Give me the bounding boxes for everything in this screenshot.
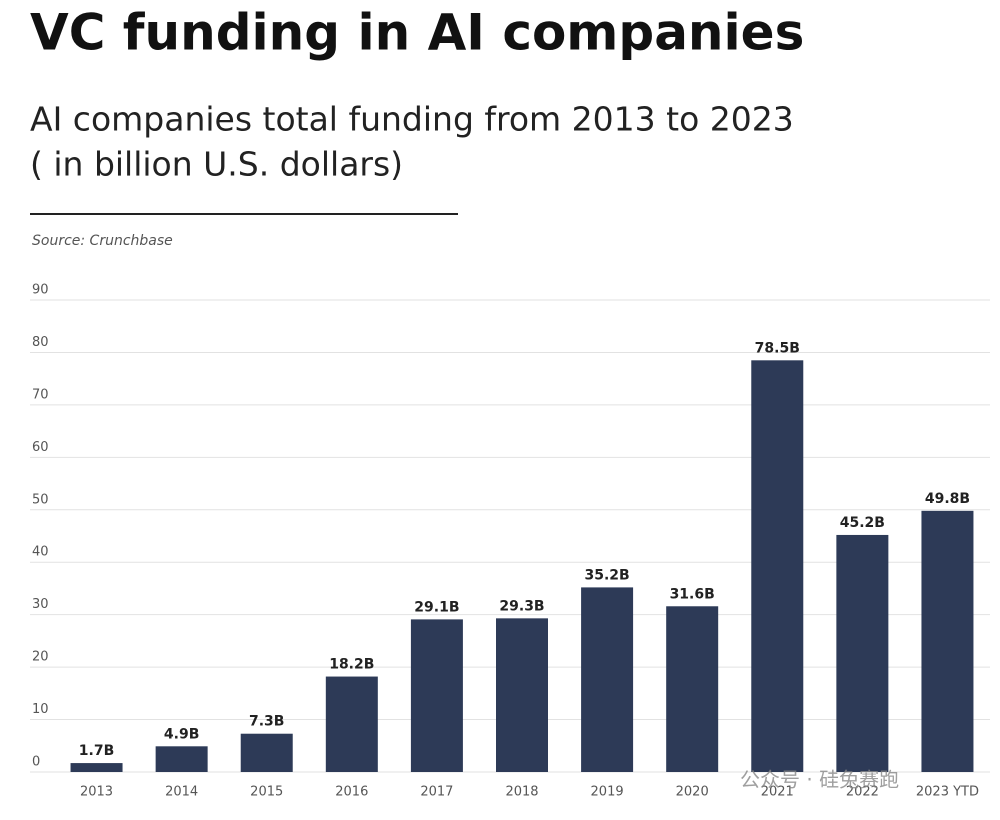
y-tick-label: 90 [32,283,49,298]
value-label: 7.3B [249,714,284,730]
x-tick-label: 2018 [505,785,538,800]
x-tick-label: 2019 [591,785,624,800]
x-tick-label: 2023 YTD [916,785,979,800]
bar [325,676,378,772]
value-label: 29.3B [499,598,544,614]
value-label: 4.9B [164,726,199,742]
bar [240,733,293,772]
bar [410,619,463,772]
value-label: 49.8B [925,491,970,507]
bar [155,746,208,772]
chart-subtitle: ( in billion U.S. dollars) [30,145,403,184]
chart-title: VC funding in AI companies [30,4,804,62]
x-tick-label: 2021 [761,785,794,800]
value-label: 18.2B [329,657,374,673]
value-label: 35.2B [584,567,629,583]
y-tick-label: 50 [32,492,49,507]
watermark: 公众号 · 硅兔赛跑 [740,768,899,792]
value-label: 31.6B [670,586,715,602]
y-tick-label: 40 [32,545,49,560]
chart-subtitle: AI companies total funding from 2013 to … [30,100,794,139]
y-tick-label: 80 [32,335,49,350]
x-tick-label: 2014 [165,785,198,800]
value-label: 1.7B [79,743,114,759]
bar [581,587,634,772]
bar [70,763,123,772]
bar [921,510,974,772]
source: Source: Crunchbase [32,233,173,249]
x-tick-label: 2013 [80,785,113,800]
bar [666,606,719,772]
y-tick-label: 30 [32,597,49,612]
x-tick-label: 2016 [335,785,368,800]
value-label: 29.1B [414,599,459,615]
y-tick-label: 70 [32,387,49,402]
y-tick-label: 20 [32,650,49,665]
bar [751,360,804,772]
x-tick-label: 2015 [250,785,283,800]
x-tick-label: 2020 [676,785,709,800]
bar [836,534,889,772]
x-tick-label: 2022 [846,785,879,800]
y-tick-label: 60 [32,440,49,455]
x-tick-label: 2017 [420,785,453,800]
y-tick-label: 10 [32,702,49,717]
value-label: 45.2B [840,515,885,531]
y-tick-label: 0 [32,755,40,770]
bar [496,618,548,772]
value-label: 78.5B [755,340,800,356]
